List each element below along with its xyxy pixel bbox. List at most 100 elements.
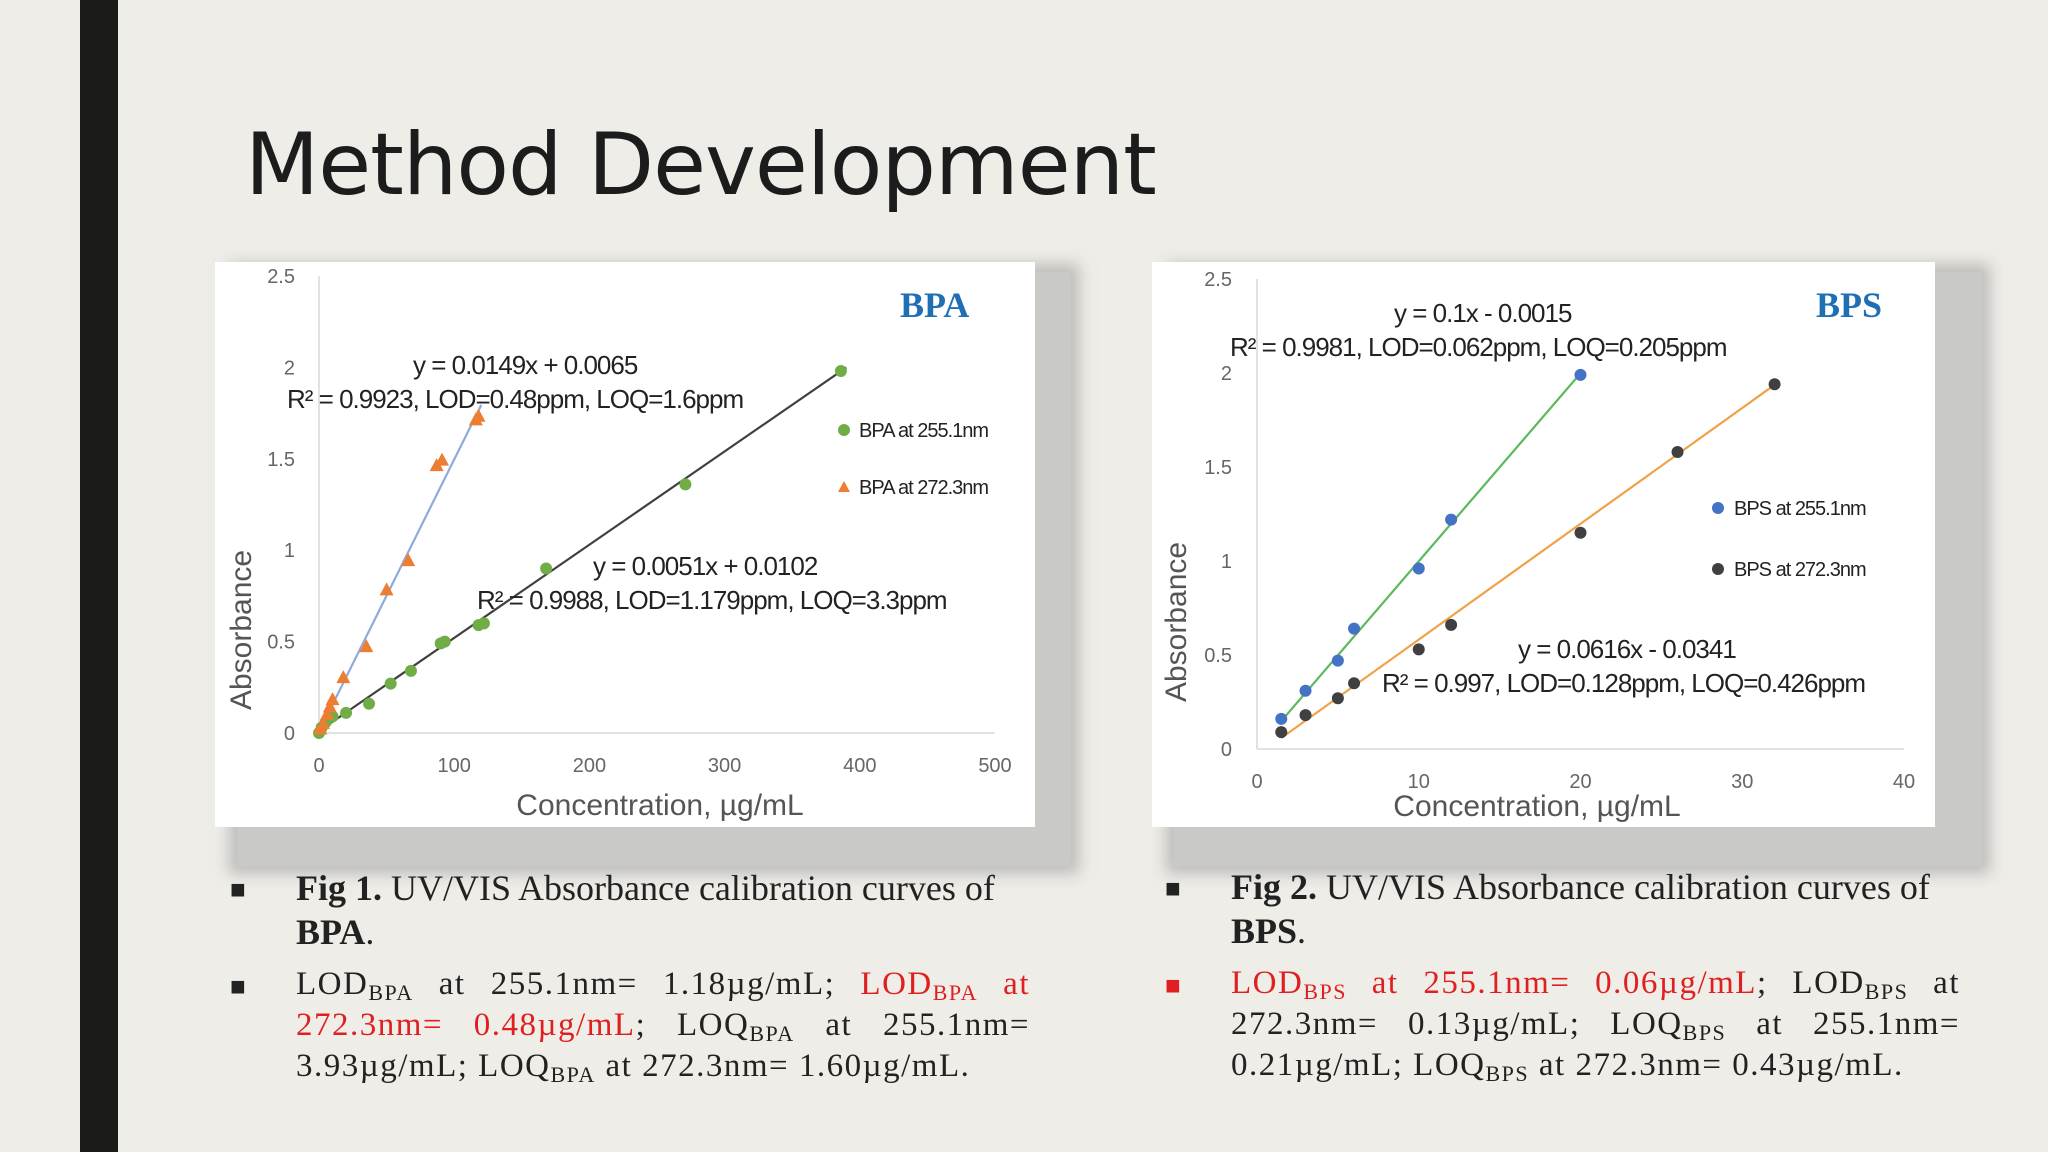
chart-bpa-x-tick-label: 300 — [708, 755, 741, 777]
chart-bps-x-tick-label: 20 — [1569, 771, 1591, 793]
chart-bps-point — [1348, 677, 1361, 690]
left-accent-bar — [80, 0, 118, 1152]
chart-bps-point — [1275, 712, 1288, 725]
chart-bps-point — [1574, 368, 1587, 381]
chart-bpa-point — [325, 692, 340, 706]
chart-bps-stats-272: R² = 0.997, LOD=0.128ppm, LOQ=0.426ppm — [1382, 668, 1865, 698]
chart-bps-point — [1412, 643, 1425, 656]
caption-fig1-detail-row: ■ LODBPA at 255.1nm= 1.18µg/mL; LODBPA a… — [230, 964, 1030, 1087]
fig1-post: . — [365, 912, 375, 952]
chart-bpa-point — [316, 715, 331, 729]
chart-bps-point — [1671, 445, 1684, 458]
bullet-icon: ■ — [1165, 874, 1181, 903]
chart-bps-point — [1445, 618, 1458, 631]
chart-bpa-corner-label: BPA — [900, 285, 969, 325]
caption-text-part: at 255.1nm= 0.21µg/mL; LOQ — [1231, 1006, 1960, 1083]
chart-bpa-y-tick-label: 0.5 — [267, 632, 295, 654]
chart-bpa-point — [379, 582, 394, 596]
chart-bps: 0 0.5 1 1.5 2 2.5 0 10 20 30 40 BPS y = 0.1x - 0.0… — [1160, 269, 1915, 823]
chart-bps-legend-marker-272 — [1712, 563, 1724, 575]
chart-bpa-eq-272: y = 0.0149x + 0.0065 — [413, 350, 638, 380]
chart-bpa-legend-272: BPA at 272.3nm — [859, 477, 988, 499]
fig1-label: Fig 1. — [296, 868, 382, 908]
chart-bpa-point — [435, 452, 450, 466]
chart-bpa-point — [336, 670, 351, 684]
caption-subscript: BPS — [1682, 1020, 1727, 1045]
chart-bps-point — [1331, 692, 1344, 705]
chart-bps-legend-255: BPS at 255.1nm — [1734, 498, 1866, 520]
caption-text-part: ; LOD — [1756, 965, 1865, 1001]
caption-text-part: at 255.1nm= 1.18µg/mL; — [413, 966, 861, 1002]
chart-bpa-x-tick-label: 100 — [438, 755, 471, 777]
caption-fig1-title-row: ■ Fig 1. UV/VIS Absorbance calibration c… — [230, 866, 1030, 954]
chart-bps-point — [1412, 562, 1425, 575]
caption-subscript: BPS — [1303, 979, 1347, 1004]
chart-bpa-eq-255: y = 0.0051x + 0.0102 — [593, 551, 818, 581]
fig1-bold: BPA — [296, 912, 366, 952]
chart-bpa-x-tick-label: 200 — [573, 755, 606, 777]
chart-bps-legend-272: BPS at 272.3nm — [1734, 559, 1866, 581]
chart-bps-x-tick-label: 0 — [1251, 771, 1262, 793]
caption-text-part: at 272.3nm= 0.48µg/mL — [296, 966, 1030, 1043]
chart-bpa-y-tick-label: 0 — [284, 723, 295, 745]
chart-bpa-point — [359, 639, 374, 653]
chart-bpa-stats-255: R² = 0.9988, LOD=1.179ppm, LOQ=3.3ppm — [477, 585, 947, 615]
chart-bpa-point — [679, 478, 692, 491]
chart-bps-stats-255: R² = 0.9981, LOD=0.062ppm, LOQ=0.205ppm — [1230, 332, 1727, 362]
caption-fig1: ■ Fig 1. UV/VIS Absorbance calibration c… — [230, 866, 1030, 1087]
caption-subscript: BPS — [1485, 1061, 1530, 1086]
chart-bpa-panel: 0 0.5 1 1.5 2 2.5 0 100 200 300 400 500 BPA y = 0.0… — [215, 262, 1071, 866]
caption-subscript: BPA — [749, 1021, 795, 1046]
chart-bpa-x-tick-label: 500 — [978, 755, 1011, 777]
chart-bpa-point — [384, 677, 397, 690]
caption-fig2-detail-row: ■ LODBPS at 255.1nm= 0.06µg/mL; LODBPS a… — [1165, 963, 1960, 1086]
chart-bpa-y-tick-label: 2 — [284, 357, 295, 379]
chart-bps-point — [1275, 726, 1288, 739]
chart-bpa-y-tick-label: 1.5 — [267, 449, 295, 471]
chart-bpa-legend-marker-272 — [838, 481, 850, 492]
chart-bpa-x-tick-label: 400 — [843, 755, 876, 777]
chart-bps-legend-marker-255 — [1712, 502, 1724, 514]
fig2-post: . — [1297, 911, 1307, 951]
chart-bps-point — [1445, 513, 1458, 526]
chart-bpa-point — [477, 617, 490, 630]
caption-text-part: ; LOQ — [635, 1007, 750, 1043]
chart-bps-trendline-0 — [1280, 372, 1582, 722]
chart-bps-point — [1574, 526, 1587, 539]
chart-bps-point — [1331, 654, 1344, 667]
caption-subscript: BPA — [932, 980, 979, 1005]
chart-bpa-point — [340, 706, 353, 719]
chart-bps-point — [1299, 684, 1312, 697]
caption-text-part: LOD — [296, 966, 369, 1002]
chart-bpa-point — [401, 553, 416, 567]
chart-bpa-legend-marker-255 — [838, 424, 850, 436]
fig1-text: UV/VIS Absorbance calibration curves of — [382, 868, 995, 908]
fig2-label: Fig 2. — [1231, 867, 1317, 907]
chart-bps-eq-272: y = 0.0616x - 0.0341 — [1518, 634, 1736, 664]
chart-bpa-trendline-0 — [318, 366, 847, 733]
chart-bps-panel: 0 0.5 1 1.5 2 2.5 0 10 20 30 40 BPS y = 0.1x - 0.0… — [1152, 262, 1982, 866]
caption-subscript: BPA — [550, 1062, 596, 1087]
fig2-text: UV/VIS Absorbance calibration curves of — [1317, 867, 1930, 907]
chart-bps-y-tick-label: 2 — [1221, 363, 1232, 385]
chart-bps-x-tick-label: 40 — [1893, 771, 1915, 793]
bullet-icon: ■ — [230, 875, 246, 904]
chart-bpa-x-axis-title: Concentration, µg/mL — [516, 789, 803, 822]
chart-bpa-point — [438, 635, 451, 648]
caption-text-part: LOD — [860, 966, 933, 1002]
chart-bps-y-tick-label: 0 — [1221, 739, 1232, 761]
chart-bpa-y-axis-title: Absorbance — [225, 550, 258, 710]
caption-text-part: at 255.1nm= 3.93µg/mL; LOQ — [296, 1007, 1030, 1084]
chart-bpa-y-tick-label: 2.5 — [267, 266, 295, 288]
caption-subscript: BPS — [1864, 979, 1909, 1004]
chart-bpa-point — [363, 697, 376, 710]
chart-bpa-legend-255: BPA at 255.1nm — [859, 420, 988, 442]
bullet-icon: ■ — [230, 972, 248, 1001]
caption-text-part: at 255.1nm= 0.06µg/mL — [1346, 965, 1757, 1001]
slide-title: Method Development — [245, 115, 1157, 215]
chart-bps-trendline-1 — [1280, 383, 1776, 739]
chart-bpa-point — [404, 664, 417, 677]
chart-bps-point — [1768, 378, 1781, 391]
chart-bpa: 0 0.5 1 1.5 2 2.5 0 100 200 300 400 500 BPA y = 0.0… — [225, 266, 1012, 822]
chart-bps-y-tick-label: 1.5 — [1204, 457, 1232, 479]
